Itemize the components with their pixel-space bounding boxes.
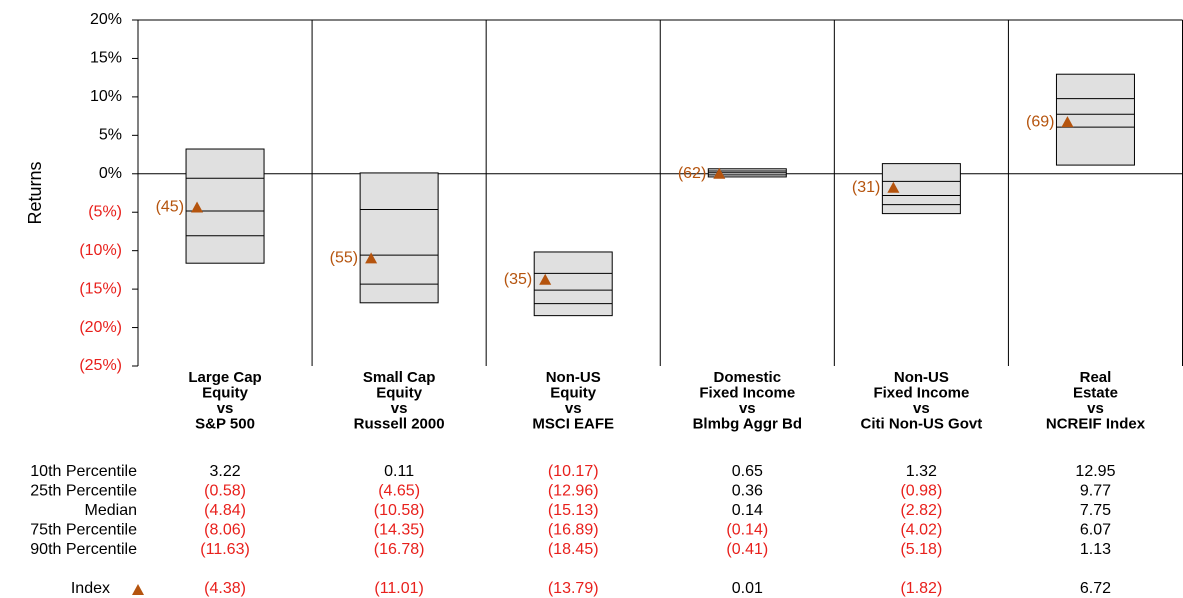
table-value: (12.96) [548,483,599,500]
row-label: Index [71,580,110,597]
row-label: 75th Percentile [30,522,137,539]
index-value: (1.82) [900,580,942,597]
table-value: 6.07 [1080,522,1111,539]
category-label: Fixed Income [873,384,969,401]
table-value: (4.84) [204,502,246,519]
rank-label: (62) [678,165,706,182]
rank-label: (31) [852,179,880,196]
category-label: Large Cap [188,369,261,386]
category-label: Fixed Income [699,384,795,401]
index-value: (13.79) [548,580,599,597]
category-label: MSCI EAFE [532,415,614,432]
index-marker [887,181,900,193]
index-value: 6.72 [1080,580,1111,597]
row-label: Median [85,502,137,519]
table-value: (11.63) [200,541,250,558]
category-label: Non-US [894,369,949,386]
category-label: Small Cap [363,369,436,386]
index-marker [539,273,552,285]
table-value: (8.06) [204,522,246,539]
category-label: S&P 500 [195,415,255,432]
table-value: 9.77 [1080,483,1111,500]
index-marker [713,167,726,179]
index-marker [191,201,204,213]
category-label: vs [391,400,408,417]
row-label: 25th Percentile [30,483,137,500]
rank-label: (45) [156,199,184,216]
table-value: (18.45) [548,541,599,558]
category-label: Equity [550,384,596,401]
table-value: (2.82) [900,502,942,519]
category-label: Equity [202,384,248,401]
table-value: (0.41) [726,541,768,558]
rank-label: (69) [1026,113,1054,130]
category-label: Citi Non-US Govt [861,415,983,432]
y-tick-label: (15%) [79,280,122,297]
table-value: (10.58) [374,502,425,519]
row-label: 90th Percentile [30,541,137,558]
category-label: Real [1080,369,1112,386]
category-label: Domestic [714,369,782,386]
category-label: vs [1087,400,1104,417]
y-tick-label: 15% [90,50,122,67]
row-label: 10th Percentile [30,463,137,480]
y-tick-label: (20%) [79,319,122,336]
table-value: 0.36 [732,483,763,500]
table-value: (5.18) [900,541,942,558]
category-label: Estate [1073,384,1118,401]
table-value: (4.02) [900,522,942,539]
percentile-box [359,172,439,304]
table-value: 0.65 [732,463,763,480]
category-label: vs [217,400,234,417]
table-value: 1.13 [1080,541,1111,558]
category-label: Russell 2000 [354,415,445,432]
table-value: (15.13) [548,502,599,519]
table-value: 7.75 [1080,502,1111,519]
category-label: vs [739,400,756,417]
index-value: 0.01 [732,580,763,597]
table-value: (0.58) [204,483,246,500]
table-value: (10.17) [548,463,599,480]
legend-marker [132,584,144,595]
index-value: (4.38) [204,580,246,597]
category-label: vs [565,400,582,417]
table-value: 1.32 [906,463,937,480]
category-label: vs [913,400,930,417]
table-value: (14.35) [374,522,425,539]
y-tick-label: 20% [90,11,122,28]
y-tick-label: (10%) [79,242,122,259]
table-value: (16.89) [548,522,599,539]
rank-label: (55) [330,250,358,267]
index-marker [365,252,378,264]
table-value: 3.22 [209,463,240,480]
percentile-box [1055,73,1135,166]
table-value: 0.14 [732,502,763,519]
table-value: 0.11 [384,463,414,480]
table-value: (4.65) [378,483,420,500]
y-tick-label: (25%) [79,357,122,374]
y-tick-label: 0% [99,165,122,182]
index-value: (11.01) [374,580,424,597]
index-marker [1061,116,1074,128]
y-tick-label: (5%) [88,203,122,220]
y-tick-label: 5% [99,127,122,144]
category-label: Blmbg Aggr Bd [693,415,802,432]
y-tick-label: 10% [90,88,122,105]
category-label: Equity [376,384,422,401]
y-axis-label: Returns [25,161,45,224]
rank-label: (35) [504,271,532,288]
category-label: Non-US [546,369,601,386]
table-value: (16.78) [374,541,425,558]
category-label: NCREIF Index [1046,415,1146,432]
table-value: (0.14) [726,522,768,539]
table-value: 12.95 [1075,463,1115,480]
table-value: (0.98) [900,483,942,500]
